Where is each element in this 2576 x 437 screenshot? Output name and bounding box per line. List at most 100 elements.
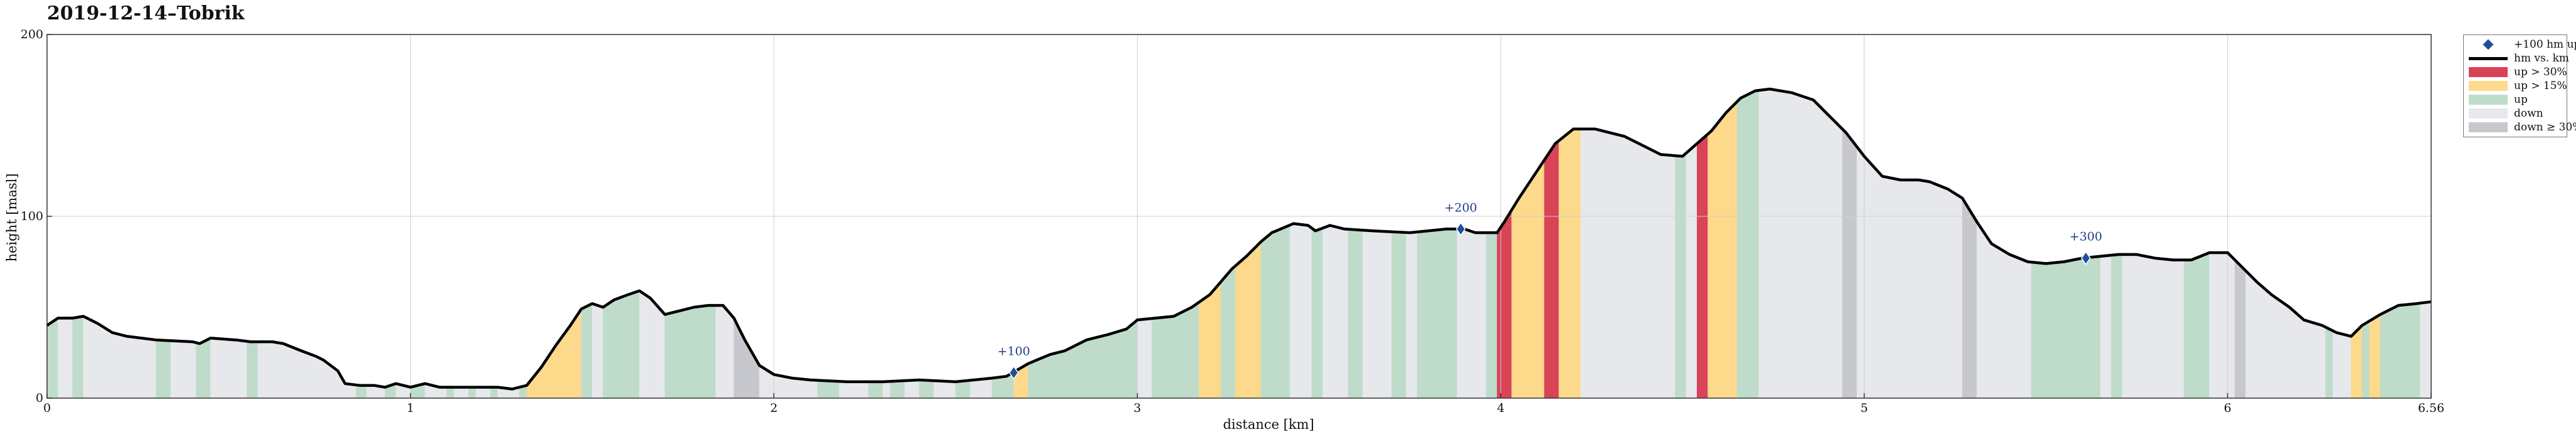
- segment-up: [490, 387, 498, 399]
- x-tick-label: 0: [43, 401, 51, 415]
- segment-down: [1857, 146, 1963, 399]
- segment-up_medium: [1558, 129, 1581, 399]
- segment-down: [170, 340, 196, 399]
- segment-up_medium: [1511, 159, 1545, 399]
- segment-down: [839, 381, 869, 399]
- segment-up: [1736, 90, 1760, 399]
- segment-up: [919, 379, 934, 399]
- segment-up: [665, 305, 716, 399]
- axis-ticks: 0 1 2 3 4 5 6 6.56 0 100 200: [21, 28, 2444, 415]
- legend-swatch: [2468, 38, 2509, 51]
- legend: +100 hm up hm vs. km up > 30% up > 15% up dow…: [2463, 34, 2576, 137]
- x-tick-label: 6: [2224, 401, 2231, 415]
- segment-down: [1137, 318, 1153, 399]
- segment-down: [1406, 231, 1418, 399]
- y-axis-label: height [masl]: [4, 173, 19, 261]
- legend-label: up > 30%: [2514, 66, 2567, 78]
- segment-down: [2122, 254, 2185, 399]
- segment-up_steep: [1697, 134, 1708, 399]
- segment-up: [2183, 252, 2210, 399]
- segment-down_steep: [1962, 197, 1977, 399]
- segment-down: [1580, 129, 1676, 399]
- segment-up: [2111, 254, 2123, 399]
- legend-item-down_steep: down ≥ 30%: [2468, 120, 2576, 134]
- segment-up: [468, 387, 477, 399]
- x-tick-label: 5: [1861, 401, 1868, 415]
- segment-down: [592, 303, 603, 399]
- segment-up: [1391, 231, 1407, 399]
- segment-up: [955, 380, 971, 399]
- segment-up_steep: [1497, 209, 1512, 399]
- legend-label: +100 hm up: [2514, 38, 2576, 51]
- y-tick-label: 0: [36, 391, 43, 405]
- x-axis-label: distance [km]: [1223, 417, 1314, 432]
- legend-item-up_steep: up > 30%: [2468, 65, 2567, 79]
- legend-label: up: [2514, 93, 2528, 106]
- segment-down: [1977, 221, 2032, 399]
- x-tick-label: 3: [1134, 401, 1141, 415]
- x-tick-label: 6.56: [2418, 401, 2444, 415]
- chart-title: 2019-12-14–Tobrik: [47, 3, 245, 24]
- hm-marker: [1008, 366, 1019, 380]
- legend-swatch: [2468, 79, 2509, 93]
- legend-item-up: up: [2468, 93, 2563, 107]
- legend-label: up > 15%: [2514, 80, 2567, 92]
- segment-up: [72, 316, 84, 399]
- segment-up: [1220, 265, 1236, 399]
- segment-up_steep: [1544, 140, 1560, 399]
- segment-down: [1289, 223, 1312, 399]
- y-tick-label: 100: [21, 209, 43, 223]
- segment-up: [1311, 228, 1323, 399]
- legend-swatch: [2468, 107, 2509, 120]
- segment-down: [2100, 255, 2112, 399]
- segment-down: [58, 318, 73, 399]
- hm-marker: [2081, 251, 2091, 266]
- segment-up_medium: [2369, 314, 2381, 399]
- segment-down: [2209, 252, 2236, 399]
- grid-lines: [47, 34, 2431, 398]
- segment-up: [356, 384, 367, 399]
- segment-up: [890, 380, 905, 399]
- segment-up: [2325, 327, 2333, 399]
- x-tick-label: 1: [407, 401, 414, 415]
- segment-down: [2420, 301, 2432, 399]
- segment-up: [2362, 320, 2370, 399]
- segment-down: [2246, 270, 2326, 399]
- legend-swatch: [2468, 93, 2509, 107]
- legend-swatch: [2468, 51, 2509, 65]
- hm-marker-label: +100: [998, 344, 1030, 358]
- segment-down: [1457, 229, 1487, 399]
- legend-label: down ≥ 30%: [2514, 121, 2576, 134]
- segment-up: [2380, 303, 2420, 399]
- segment-down: [2333, 330, 2352, 399]
- x-tick-label: 4: [1497, 401, 1504, 415]
- segment-down: [933, 380, 956, 399]
- segment-up: [581, 303, 593, 399]
- segment-up: [2031, 256, 2101, 399]
- hm-marker: [1455, 221, 1466, 236]
- segment-down: [1362, 229, 1392, 399]
- segment-down: [715, 305, 734, 399]
- segment-down_steep: [2234, 259, 2246, 399]
- segment-down: [257, 341, 356, 399]
- segment-down: [210, 337, 248, 399]
- segment-up: [1417, 229, 1457, 399]
- legend-item-line: hm vs. km: [2468, 51, 2569, 65]
- segment-up: [817, 380, 840, 399]
- hm-marker-label: +200: [1444, 201, 1477, 214]
- legend-label: down: [2514, 107, 2543, 120]
- segment-up: [156, 339, 171, 399]
- segment-down: [1758, 88, 1843, 399]
- segment-down: [83, 316, 157, 399]
- segment-down: [904, 379, 920, 399]
- legend-item-marker: +100 hm up: [2468, 38, 2576, 51]
- segment-down_steep: [1842, 129, 1857, 399]
- legend-item-up_medium: up > 15%: [2468, 79, 2567, 93]
- x-tick-label: 2: [770, 401, 778, 415]
- segment-up: [1348, 229, 1363, 399]
- y-tick-label: 200: [21, 28, 43, 41]
- segment-up: [1486, 232, 1497, 399]
- segment-up_medium: [1235, 241, 1262, 399]
- segment-up: [446, 387, 455, 399]
